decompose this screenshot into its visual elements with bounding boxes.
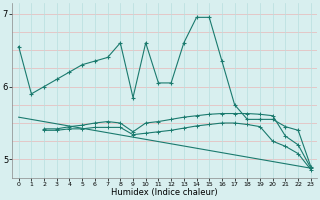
X-axis label: Humidex (Indice chaleur): Humidex (Indice chaleur) bbox=[111, 188, 218, 197]
